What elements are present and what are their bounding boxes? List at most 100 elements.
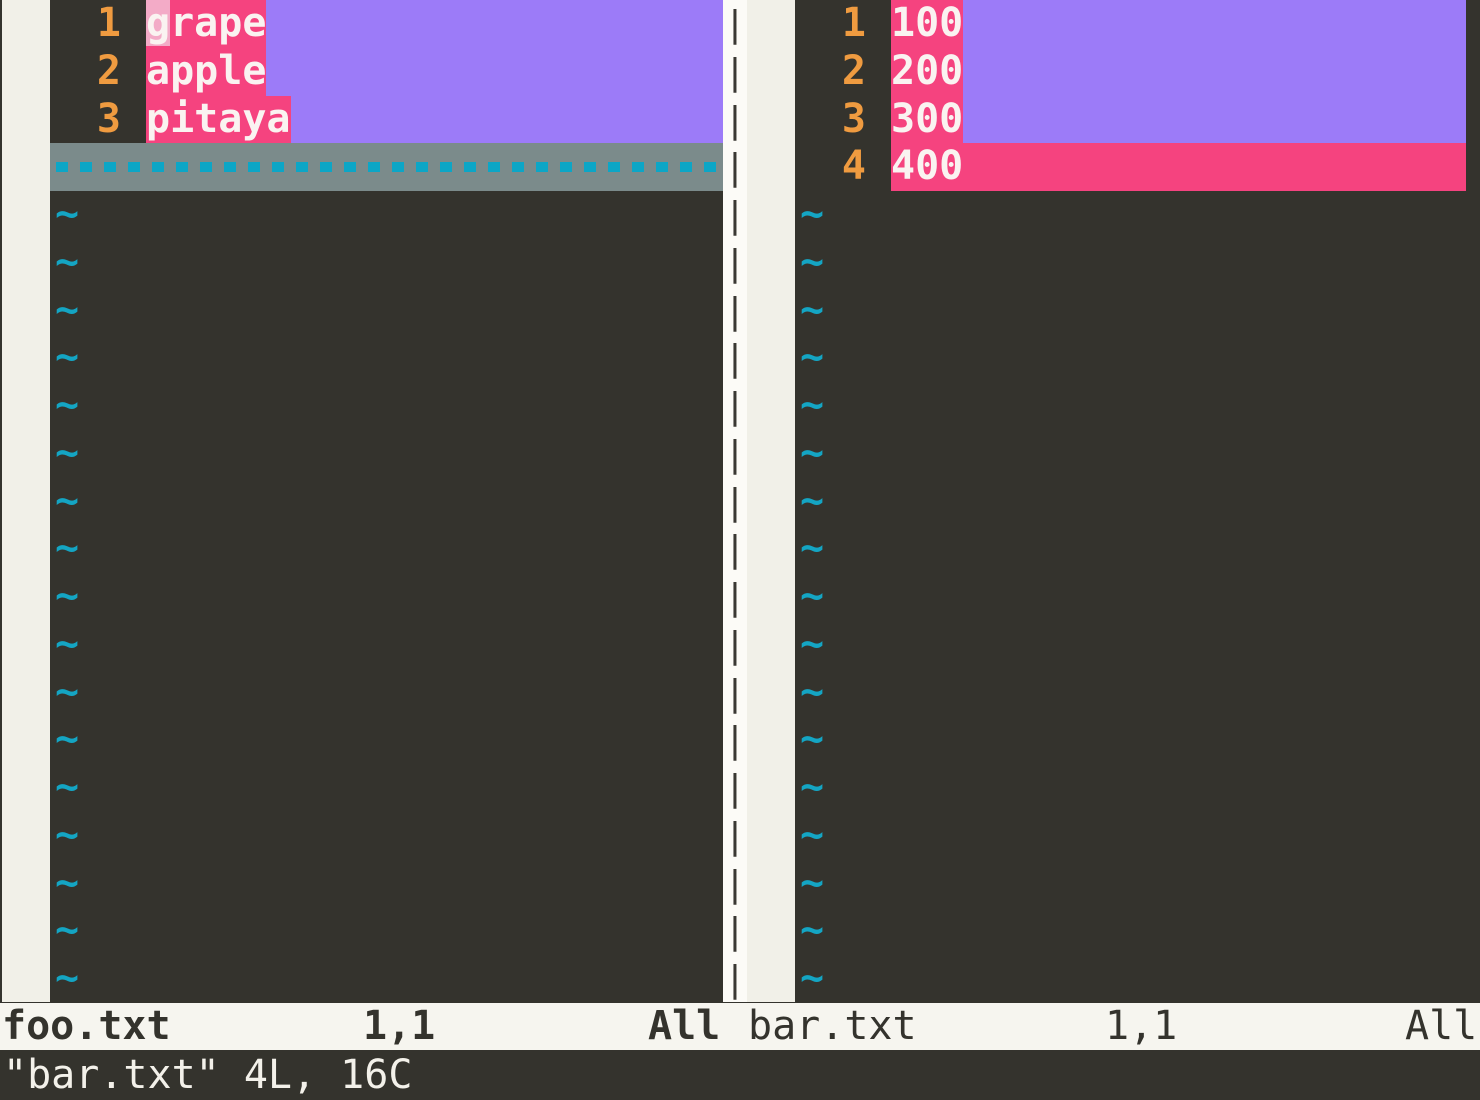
statusline-right-cursor-position: 1,1 <box>1105 1003 1178 1049</box>
tilde-marker-row: ~ <box>50 191 723 239</box>
tilde-marker-row: ~ <box>50 860 723 908</box>
separator-bar-row: | <box>723 812 747 860</box>
tilde-marker-row: ~ <box>795 382 1466 430</box>
separator-bar: | <box>724 290 746 332</box>
separator-bar-row: | <box>723 0 747 48</box>
buffer-line[interactable]: 4 400 <box>795 143 1466 191</box>
line-number: 3 <box>841 95 866 142</box>
buffer-line[interactable]: 3 pitaya <box>50 95 723 144</box>
tilde-marker: ~ <box>800 955 825 1001</box>
tilde-marker-row: ~ <box>795 907 1466 955</box>
buffer-line[interactable]: 2 200 <box>795 47 1466 96</box>
separator-bar-row: | <box>723 525 747 573</box>
statusline-left-scroll-indicator: All <box>648 1003 721 1049</box>
tilde-marker-row: ~ <box>50 382 723 430</box>
tilde-marker: ~ <box>800 286 825 333</box>
diff-filler-line <box>50 143 723 191</box>
tilde-marker: ~ <box>55 286 80 333</box>
tilde-marker-row: ~ <box>50 716 723 764</box>
buffer-line[interactable]: 3 300 <box>795 95 1466 144</box>
tilde-marker: ~ <box>800 334 825 381</box>
tilde-marker-row: ~ <box>795 812 1466 860</box>
tilde-marker: ~ <box>55 859 80 906</box>
tilde-marker: ~ <box>800 907 825 954</box>
empty-lines-right: ~ ~ ~ ~ ~ ~ ~ ~ ~ ~ ~ ~ ~ ~ ~ ~ ~ <box>795 191 1466 1003</box>
tilde-marker-row: ~ <box>50 478 723 526</box>
editor-window-bar[interactable]: 1 100 2 200 3 300 4 400 ~ ~ ~ ~ ~ ~ ~ ~ ~ ~ ~ ~ ~ ~ ~ ~… <box>747 0 1480 1003</box>
tilde-marker: ~ <box>55 907 80 954</box>
tilde-marker: ~ <box>800 429 825 476</box>
buffer-line[interactable]: 1 100 <box>795 0 1466 48</box>
separator-bar: | <box>724 481 746 523</box>
separator-bar: | <box>724 768 746 809</box>
separator-bar-row: | <box>723 764 747 812</box>
window-vertical-separator[interactable]: | | | | | | | | | | | | | | | | | | | | | <box>723 0 747 1002</box>
diff-change-fill <box>266 47 723 96</box>
statusline-right-filename: bar.txt <box>748 1003 917 1049</box>
diff-changed-text: apple <box>146 47 267 96</box>
buffer-line[interactable]: 1 grape <box>50 0 723 48</box>
tilde-marker-row: ~ <box>795 621 1466 669</box>
separator-bar: | <box>724 863 746 905</box>
diff-add-fill <box>963 143 1466 191</box>
tilde-marker: ~ <box>55 477 80 524</box>
diff-changed-text: pitaya <box>146 95 291 144</box>
tilde-marker: ~ <box>800 716 825 763</box>
separator-bar-row: | <box>723 430 747 478</box>
diff-change-fill <box>266 0 723 48</box>
statusline-left-filename: foo.txt <box>2 1003 171 1049</box>
line-number: 1 <box>96 0 121 46</box>
separator-bar: | <box>724 959 746 1000</box>
separator-bar: | <box>724 720 746 762</box>
separator-bar-row: | <box>723 860 747 908</box>
editor-window-foo[interactable]: 1 grape 2 apple 3 pitaya ~ ~ ~ ~ ~ ~ ~ ~ ~ ~ ~ ~ ~ ~ ~… <box>0 0 723 1003</box>
diff-change-fill <box>290 95 723 144</box>
tilde-marker-row: ~ <box>50 669 723 717</box>
tilde-marker-row: ~ <box>50 621 723 669</box>
buffer-line[interactable]: 2 apple <box>50 47 723 96</box>
separator-bar: | <box>724 195 746 236</box>
separator-bar: | <box>724 529 746 571</box>
separator-bar-row: | <box>723 955 747 1003</box>
tilde-marker: ~ <box>800 382 825 428</box>
command-line-message[interactable]: "bar.txt" 4L, 16C <box>0 1050 1480 1100</box>
separator-bar-row: | <box>723 716 747 764</box>
tilde-marker-row: ~ <box>795 716 1466 764</box>
separator-bar: | <box>724 242 746 284</box>
cursor-block: g <box>146 0 171 46</box>
statusline-left-cursor-position: 1,1 <box>363 1003 436 1049</box>
diff-changed-text: 300 <box>891 95 964 144</box>
separator-bar: | <box>724 99 746 141</box>
separator-bar: | <box>724 51 746 93</box>
diff-added-text: 400 <box>891 143 964 191</box>
tilde-marker-row: ~ <box>50 287 723 335</box>
separator-bar: | <box>724 4 746 45</box>
separator-bar-row: | <box>723 907 747 955</box>
empty-lines-left: ~ ~ ~ ~ ~ ~ ~ ~ ~ ~ ~ ~ ~ ~ ~ ~ ~ <box>50 191 723 1003</box>
tilde-marker-row: ~ <box>795 525 1466 573</box>
tilde-marker: ~ <box>55 525 80 572</box>
tilde-marker: ~ <box>55 191 80 237</box>
tilde-marker-row: ~ <box>50 239 723 287</box>
tilde-marker-row: ~ <box>50 430 723 478</box>
tilde-marker-row: ~ <box>50 907 723 955</box>
tilde-marker-row: ~ <box>795 191 1466 239</box>
tilde-marker-row: ~ <box>795 239 1466 287</box>
tilde-marker-row: ~ <box>795 860 1466 908</box>
separator-bar-row: | <box>723 334 747 382</box>
tilde-marker-row: ~ <box>795 334 1466 382</box>
tilde-marker: ~ <box>55 811 80 858</box>
line-number: 1 <box>841 0 866 46</box>
diff-changed-text: grape <box>146 0 267 48</box>
diff-filler-background <box>50 143 723 191</box>
tilde-marker-row: ~ <box>50 334 723 382</box>
tilde-marker-row: ~ <box>795 573 1466 621</box>
tilde-marker: ~ <box>800 191 825 237</box>
tilde-marker: ~ <box>55 668 80 715</box>
fold-column-right <box>747 0 795 1002</box>
tilde-marker-row: ~ <box>50 812 723 860</box>
tilde-marker: ~ <box>800 573 825 619</box>
line-text: rape <box>170 0 267 46</box>
separator-bar-row: | <box>723 478 747 526</box>
separator-bar: | <box>724 386 746 427</box>
